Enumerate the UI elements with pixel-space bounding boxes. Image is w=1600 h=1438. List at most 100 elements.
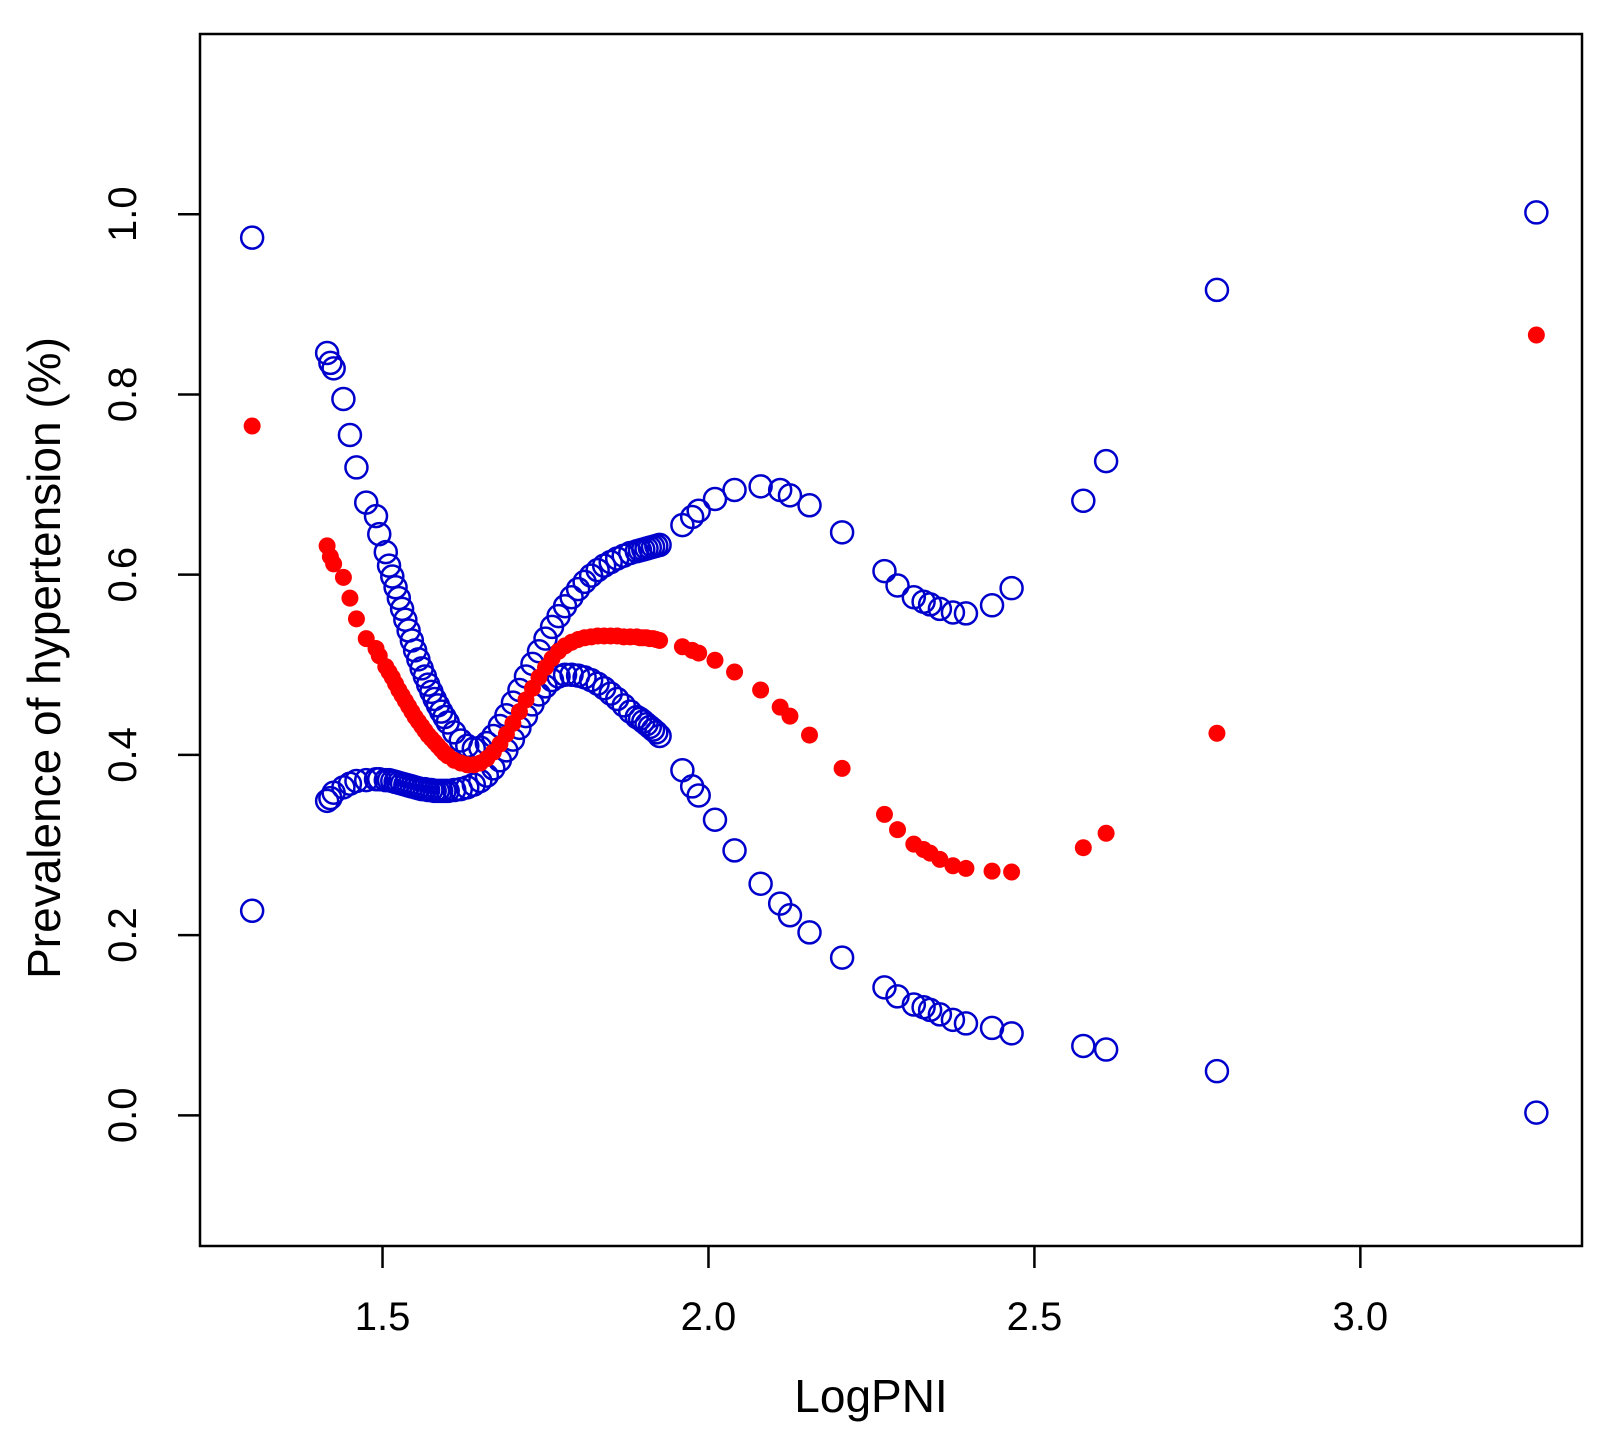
ci-point: [468, 768, 493, 794]
plot-frame: [198, 32, 1584, 1248]
ci-point: [797, 920, 822, 945]
ci-point: [552, 662, 578, 687]
ci-point: [829, 520, 855, 545]
estimate-point: [690, 644, 708, 662]
ci-point: [1071, 488, 1096, 514]
ci-point: [367, 521, 392, 547]
ci-point: [363, 503, 389, 529]
estimate-point: [1097, 824, 1115, 842]
ci-point: [999, 1021, 1024, 1046]
ci-point: [777, 483, 803, 508]
ci-point: [927, 596, 953, 622]
y-tick-label: 1.0: [101, 186, 145, 242]
ci-point: [337, 422, 363, 448]
estimate-point: [875, 805, 893, 823]
ci-point: [702, 486, 728, 512]
ci-point: [565, 576, 591, 602]
estimate-point: [1208, 724, 1226, 742]
ci-point: [686, 498, 711, 523]
estimate-point: [1003, 863, 1021, 881]
estimate-point: [833, 759, 851, 777]
estimate-point: [983, 862, 1001, 880]
y-axis-title: Prevalence of hypertension (%): [18, 337, 70, 979]
ci-point: [383, 575, 408, 600]
x-tick-label: 1.5: [355, 1295, 411, 1339]
ci-point: [559, 584, 584, 610]
ci-point: [722, 477, 747, 503]
ci-point: [748, 871, 773, 897]
ci-point: [389, 596, 415, 622]
estimate-point: [801, 726, 819, 744]
estimate-point: [752, 681, 770, 699]
ci-point: [331, 386, 356, 412]
ci-point: [572, 569, 597, 595]
ci-point: [927, 1002, 953, 1027]
estimate-point: [1527, 326, 1545, 344]
y-tick-label: 0.4: [101, 727, 145, 783]
ci-point: [373, 539, 399, 565]
y-tick-label: 0.2: [101, 907, 145, 963]
ci-point: [1524, 1100, 1549, 1125]
ci-point: [953, 601, 979, 626]
x-axis: 1.5 2.0 2.5 3.0: [355, 1246, 1388, 1339]
ci-point: [885, 984, 910, 1009]
ci-point: [1093, 448, 1119, 474]
y-tick-label: 0.8: [101, 367, 145, 423]
ci-point: [1204, 277, 1230, 303]
estimate-point: [944, 857, 962, 875]
ci-point: [314, 340, 340, 366]
ci-point: [604, 686, 630, 712]
ci-point: [321, 356, 346, 381]
ci-point: [441, 720, 467, 745]
ci-point: [872, 558, 897, 584]
estimate-point: [781, 707, 799, 725]
ci-point: [386, 585, 412, 611]
ci-point: [777, 903, 803, 928]
ci-point: [670, 757, 695, 783]
ci-point: [679, 504, 705, 530]
ci-point: [376, 553, 402, 578]
ci-point: [702, 807, 728, 833]
ci-point: [1093, 1037, 1119, 1062]
estimate-point: [957, 859, 975, 877]
ci-point: [644, 720, 669, 745]
ci-series: [239, 200, 1549, 761]
ci-point: [1204, 1058, 1230, 1084]
ci-point: [533, 626, 558, 651]
ci-point: [999, 575, 1024, 601]
estimate-point: [347, 610, 365, 628]
ci-point: [239, 225, 265, 250]
ci-point: [1524, 200, 1549, 225]
ci-point: [953, 1011, 979, 1036]
y-axis: 0.0 0.2 0.4 0.6 0.8 1.0: [101, 186, 200, 1143]
ci-point: [829, 945, 855, 970]
ci-point: [640, 717, 666, 742]
ci-point: [318, 350, 343, 376]
estimate-point: [341, 589, 359, 607]
estimate-point: [325, 555, 343, 573]
ci-point: [585, 557, 610, 583]
x-axis-title: LogPNI: [794, 1370, 947, 1422]
ci-point: [647, 723, 672, 749]
estimate-point: [651, 631, 669, 649]
estimate-series: [243, 326, 1545, 881]
estimate-point: [1074, 839, 1092, 857]
estimate-point: [706, 651, 724, 669]
y-tick-label: 0.0: [101, 1088, 145, 1144]
x-tick-label: 3.0: [1333, 1295, 1389, 1339]
ci-point: [686, 783, 711, 808]
ci-point: [940, 1007, 966, 1033]
data-points: [239, 200, 1549, 1125]
ci-point: [722, 838, 747, 863]
ci-point: [872, 975, 897, 1000]
estimate-point: [243, 417, 261, 435]
ci-point: [314, 788, 340, 814]
ci-point: [979, 593, 1005, 618]
ci-point: [901, 992, 927, 1017]
ci-point: [344, 455, 369, 480]
x-tick-label: 2.5: [1007, 1295, 1063, 1339]
ci-series: [239, 662, 1549, 1125]
ci-point: [1071, 1033, 1096, 1059]
estimate-point: [889, 821, 907, 839]
